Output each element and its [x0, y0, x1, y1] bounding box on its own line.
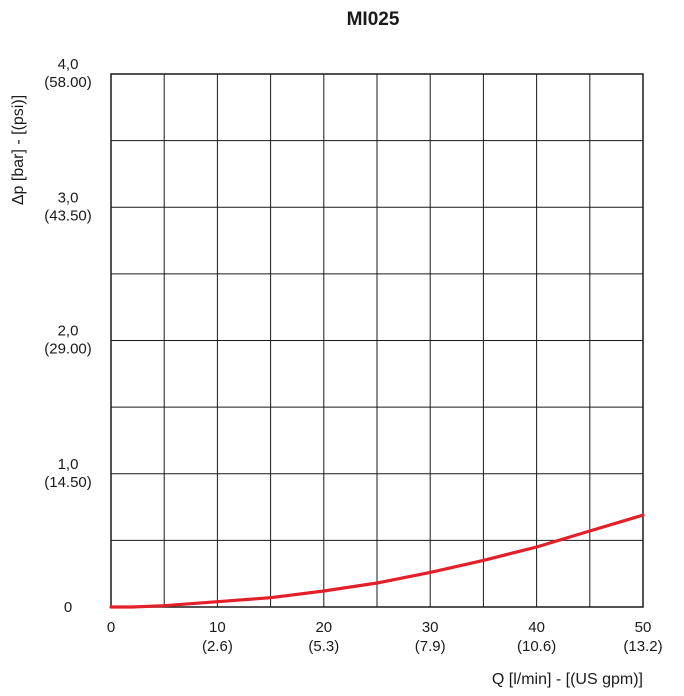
x-tick-label: 20 [315, 619, 332, 636]
x-tick-label-gpm: (2.6) [202, 638, 233, 655]
y-tick-label-psi: (58.00) [44, 74, 92, 91]
x-tick-label-gpm: (5.3) [308, 638, 339, 655]
x-tick-label: 50 [635, 619, 652, 636]
x-tick-label: 10 [209, 619, 226, 636]
x-tick-label: 30 [422, 619, 439, 636]
grid [111, 74, 643, 607]
y-tick-label: 0 [64, 599, 72, 616]
series-layer [109, 513, 645, 609]
y-tick-label-psi: (43.50) [44, 207, 92, 224]
x-tick-label-gpm: (13.2) [623, 638, 662, 655]
y-tick-label: 4,0 [58, 56, 79, 73]
plot-frame [110, 73, 644, 608]
chart-title: MI025 [347, 9, 400, 30]
pressure-drop-curve [109, 513, 645, 609]
x-tick-label-gpm: (7.9) [415, 638, 446, 655]
x-tick-label: 0 [107, 619, 115, 636]
x-tick-label: 40 [528, 619, 545, 636]
y-tick-label-psi: (14.50) [44, 474, 92, 491]
y-tick-label: 1,0 [58, 456, 79, 473]
y-tick-label-psi: (29.00) [44, 341, 92, 358]
x-axis-ticks: 0 10 (2.6) 20 (5.3) 30 (7.9) 40 (10.6) 50 (13.2) [107, 619, 663, 655]
y-tick-label: 3,0 [58, 189, 79, 206]
y-axis-ticks: 0 1,0(14.50) 2,0(29.00) 3,0(43.50) 4,0(58.00… [44, 56, 92, 616]
y-tick-label: 2,0 [58, 323, 79, 340]
x-axis-label: Q [l/min] - [(US gpm)] [492, 671, 643, 688]
x-tick-label-gpm: (10.6) [517, 638, 556, 655]
y-axis-label: Δp [bar] - [(psi)] [10, 95, 27, 205]
